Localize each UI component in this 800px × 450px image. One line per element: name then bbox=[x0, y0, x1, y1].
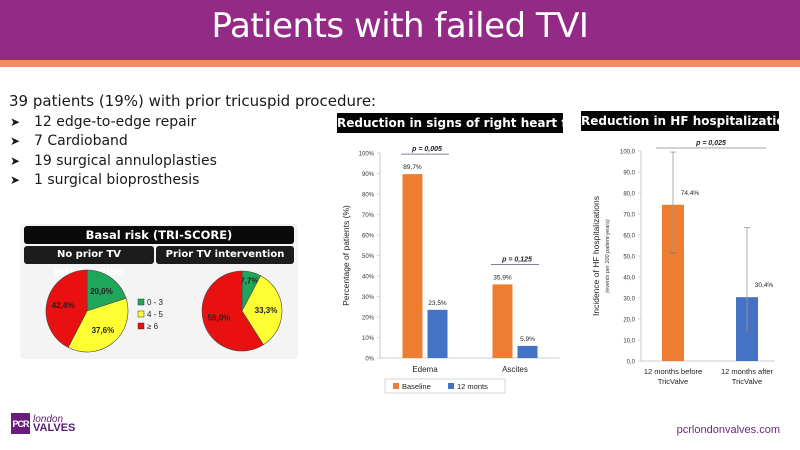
pie-label-0-1: 37,6% bbox=[92, 326, 115, 335]
pie-label-1-1: 33,3% bbox=[255, 306, 278, 315]
pie-slice-1-1 bbox=[241, 275, 283, 346]
rhf-chart-title: Reduction in signs of right heart failur… bbox=[337, 113, 605, 133]
y-axis-label: Incidence of HF hospitalizations bbox=[591, 196, 601, 316]
bar-12-monts-1 bbox=[517, 345, 538, 358]
y-tick-label: 100% bbox=[359, 152, 375, 158]
y-tick-label: 50% bbox=[362, 254, 375, 260]
pie-slice-0-1 bbox=[67, 297, 129, 353]
pie-charts: 20,0% 37,6% 42,4% 7,7% 33,3% 59,0% 0 - 3 4 - 5 ≥… bbox=[45, 269, 283, 353]
bar-data-label: 30,4% bbox=[755, 282, 774, 289]
footer-url[interactable]: pcrlondonvalves.com bbox=[676, 424, 780, 436]
legend-swatch-2 bbox=[137, 322, 145, 330]
y-tick-label: 40% bbox=[362, 275, 375, 281]
bar-baseline-1 bbox=[492, 284, 513, 358]
p-value-label: p = 0,125 bbox=[501, 256, 532, 263]
pie-label-1-0: 7,7% bbox=[240, 277, 258, 286]
list-item: ➤ 12 edge-to-edge repair bbox=[10, 112, 217, 132]
pie-slice-0-2 bbox=[45, 269, 88, 348]
y-tick-label: 90,0 bbox=[623, 171, 635, 177]
list-item: ➤ 19 surgical annuloplasties bbox=[10, 151, 217, 171]
list-item-label: 1 surgical bioprosthesis bbox=[34, 172, 200, 189]
x-tick-label: TricValve bbox=[732, 377, 762, 386]
rhf-bar-chart: 0% 10% 20% 30% 40% 50% 60% 70% 80% 90% 100% Percent… bbox=[341, 146, 560, 394]
arrowhead-bullet-icon: ➤ bbox=[10, 153, 21, 168]
prior-tv-header: Prior TV intervention bbox=[156, 246, 294, 264]
legend-swatch-1 bbox=[137, 310, 145, 318]
legend-label-1: 12 monts bbox=[457, 382, 488, 391]
bar-12-monts-0 bbox=[427, 309, 448, 358]
p-value-label: p = 0,025 bbox=[695, 140, 726, 147]
list-item-label: 19 surgical annuloplasties bbox=[34, 152, 217, 169]
y-tick-label: 20,0 bbox=[623, 318, 635, 324]
y-tick-label: 80,0 bbox=[623, 192, 635, 198]
legend-label-0: 0 - 3 bbox=[147, 298, 164, 307]
x-tick-label: Edema bbox=[412, 365, 438, 374]
x-tick-label: 12 months after bbox=[721, 367, 774, 376]
arrowhead-bullet-icon: ➤ bbox=[10, 114, 21, 129]
y-tick-label: 40,0 bbox=[623, 276, 635, 282]
pie-label-0-0: 20,0% bbox=[90, 287, 113, 296]
intro-text: 39 patients (19%) with prior tricuspid p… bbox=[9, 92, 377, 110]
arrowhead-bullet-icon: ➤ bbox=[10, 173, 21, 188]
y-tick-label: 30% bbox=[362, 295, 375, 301]
bar-data-label: 74,4% bbox=[681, 190, 700, 197]
y-tick-label: 20% bbox=[362, 316, 375, 322]
logo-mark: PCR bbox=[11, 413, 30, 434]
y-axis-label: Percentage of patients (%) bbox=[341, 205, 351, 306]
p-value-label: p = 0,005 bbox=[411, 146, 442, 153]
basal-risk-panel: Basal risk (TRI-SCORE) No prior TV inter… bbox=[20, 224, 298, 359]
list-item-label: 12 edge-to-edge repair bbox=[34, 113, 197, 130]
legend-label-2: ≥ 6 bbox=[147, 322, 159, 331]
list-item: ➤ 7 Cardioband bbox=[10, 132, 217, 152]
pie-label-0-2: 42,4% bbox=[52, 301, 75, 310]
legend-box bbox=[384, 378, 506, 394]
y-tick-label: 10% bbox=[362, 336, 375, 342]
procedure-list: ➤ 12 edge-to-edge repair ➤ 7 Cardioband ➤ 1… bbox=[10, 112, 217, 190]
bar-data-label: 35,9% bbox=[493, 274, 512, 281]
y-tick-label: 10,0 bbox=[623, 339, 635, 345]
bar-baseline-0 bbox=[402, 174, 423, 358]
y-tick-label: 30,0 bbox=[623, 297, 635, 303]
y-tick-label: 0% bbox=[365, 357, 374, 363]
y-tick-label: 60% bbox=[362, 234, 375, 240]
y-tick-label: 70% bbox=[362, 213, 375, 219]
y-tick-label: 100,0 bbox=[620, 150, 636, 156]
legend-swatch-1 bbox=[448, 383, 454, 389]
y-tick-label: 90% bbox=[362, 172, 375, 178]
y-tick-label: 60,0 bbox=[623, 234, 635, 240]
x-tick-label: TricValve bbox=[658, 377, 688, 386]
y-tick-label: 70,0 bbox=[623, 213, 635, 219]
y-axis-sublabel: (events per 100 patient-years) bbox=[605, 219, 611, 293]
legend-label-1: 4 - 5 bbox=[147, 310, 164, 319]
bar-data-label: 23,5% bbox=[428, 300, 447, 307]
pie-label-1-2: 59,0% bbox=[208, 314, 231, 323]
legend-label-0: Baseline bbox=[402, 382, 431, 391]
y-tick-label: 50,0 bbox=[623, 255, 635, 261]
x-tick-label: 12 months before bbox=[644, 367, 702, 376]
page-title: Patients with failed TVI bbox=[211, 6, 589, 46]
bar-data-label: 89,7% bbox=[403, 164, 422, 171]
pcr-london-valves-logo: PCR london VALVES bbox=[11, 413, 75, 434]
list-item-label: 7 Cardioband bbox=[34, 133, 128, 150]
logo-line2: VALVES bbox=[33, 421, 76, 434]
bar-0 bbox=[662, 204, 684, 361]
pie-slice-0-0 bbox=[86, 269, 127, 312]
y-tick-label: 0,0 bbox=[627, 360, 636, 366]
accent-stripe bbox=[0, 60, 800, 67]
pie-slice-1-2 bbox=[201, 270, 264, 352]
arrowhead-bullet-icon: ➤ bbox=[10, 134, 21, 149]
legend-swatch-0 bbox=[393, 383, 399, 389]
basal-risk-title: Basal risk (TRI-SCORE) bbox=[24, 226, 294, 244]
x-tick-label: Ascites bbox=[502, 365, 528, 374]
logo-line1: london bbox=[33, 413, 64, 425]
hf-bar-chart: 0,0 10,0 20,0 30,0 40,0 50,0 60,0 70,0 80,0 90,0 1… bbox=[591, 140, 775, 386]
title-bar bbox=[0, 0, 800, 60]
legend-swatch-0 bbox=[137, 298, 145, 306]
list-item: ➤ 1 surgical bioprosthesis bbox=[10, 171, 217, 191]
bar-data-label: 5,9% bbox=[520, 336, 535, 343]
y-tick-label: 80% bbox=[362, 193, 375, 199]
hf-chart-title: Reduction in HF hospitalizations bbox=[581, 111, 800, 131]
